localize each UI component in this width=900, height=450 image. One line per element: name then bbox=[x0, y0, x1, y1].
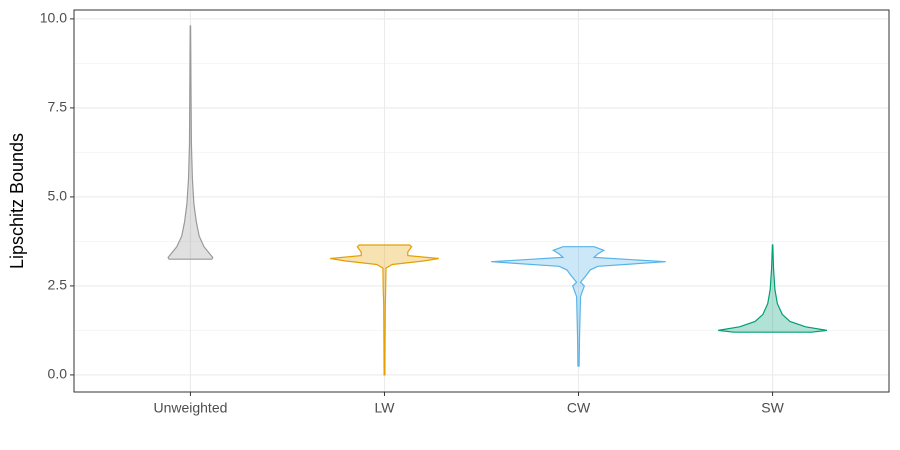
y-tick-label: 0.0 bbox=[48, 366, 68, 382]
x-tick-label: LW bbox=[374, 400, 395, 416]
x-tick-label: CW bbox=[567, 400, 591, 416]
y-tick-label: 2.5 bbox=[48, 277, 68, 293]
plot-border bbox=[73, 9, 890, 393]
violin bbox=[718, 244, 827, 333]
y-tick-label: 7.5 bbox=[48, 99, 68, 115]
violin bbox=[330, 244, 439, 376]
x-tick-label: SW bbox=[761, 400, 784, 416]
y-tick-label: 5.0 bbox=[48, 188, 68, 204]
violin bbox=[491, 246, 666, 367]
violin bbox=[167, 25, 214, 260]
y-axis-label: Lipschitz Bounds bbox=[7, 133, 27, 269]
y-tick-label: 10.0 bbox=[40, 10, 67, 26]
x-tick-label: Unweighted bbox=[153, 400, 227, 416]
